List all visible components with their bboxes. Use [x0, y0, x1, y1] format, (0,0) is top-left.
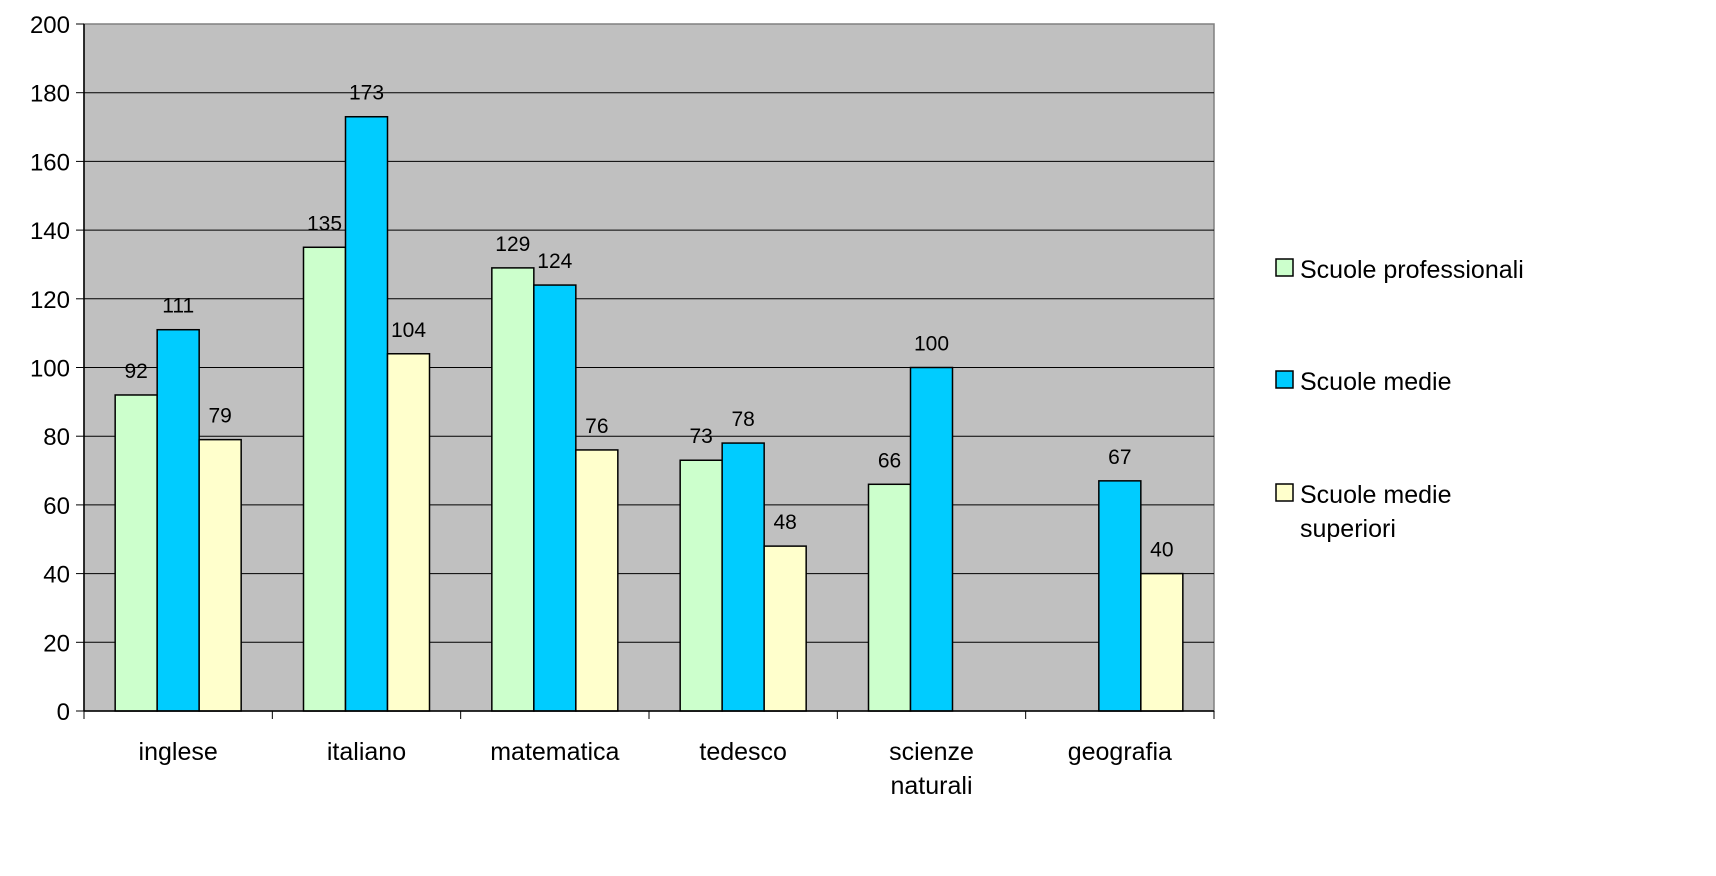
bar [1098, 480, 1142, 712]
data-label: 135 [307, 212, 342, 235]
data-label: 73 [689, 425, 712, 448]
y-tick-label: 160 [30, 149, 70, 176]
data-label: 92 [124, 360, 147, 383]
bar [198, 438, 242, 712]
legend-swatch [1275, 483, 1294, 502]
y-axis: 0 20 40 60 80 100 120 140 160 180 200 [30, 12, 85, 726]
bar [302, 246, 347, 712]
y-tick-label: 140 [30, 218, 70, 245]
bar [763, 545, 807, 712]
x-tick-label: geografia [1068, 738, 1172, 766]
bar [1140, 572, 1184, 712]
x-tick-label: scienze [889, 738, 974, 766]
bar [491, 267, 535, 712]
x-tick-label: matematica [490, 738, 619, 766]
y-tick-label: 180 [30, 81, 70, 108]
x-axis: inglese italiano matematica tedesco scienze n… [83, 710, 1215, 800]
bars [114, 115, 1184, 712]
y-tick-label: 120 [30, 287, 70, 314]
y-tick-label: 40 [43, 562, 70, 589]
data-label: 76 [585, 415, 608, 438]
legend-swatch [1275, 370, 1294, 389]
y-tick-label: 0 [57, 699, 70, 726]
legend-label: Scuole medie [1300, 481, 1451, 509]
data-label: 78 [731, 408, 754, 431]
data-label: 111 [162, 295, 194, 318]
data-label: 129 [495, 233, 530, 256]
bar [909, 366, 954, 712]
gridlines [84, 92, 1214, 643]
bar [156, 328, 200, 712]
y-tick-label: 100 [30, 356, 70, 383]
legend-label: superiori [1300, 515, 1396, 543]
legend-label: Scuole medie [1300, 368, 1451, 396]
y-tick-label: 200 [30, 12, 70, 39]
legend: Scuole professionali Scuole medie Scuole m… [1275, 256, 1524, 543]
data-label: 48 [773, 511, 796, 534]
data-label: 124 [537, 250, 572, 273]
bar [114, 394, 158, 712]
bar [575, 449, 619, 712]
data-label: 67 [1108, 446, 1131, 469]
legend-label: Scuole professionali [1300, 256, 1524, 284]
x-tick-label: tedesco [699, 738, 787, 766]
x-tick-label: naturali [891, 772, 973, 800]
bar [533, 284, 577, 712]
bar [721, 442, 765, 712]
bar [867, 483, 912, 712]
x-tick-label: inglese [139, 738, 218, 766]
data-labels: 92 111 79 135 173 104 129 124 76 73 78 48 66 100 67 40 [124, 82, 1173, 562]
legend-swatch [1275, 258, 1294, 277]
y-tick-label: 60 [43, 493, 70, 520]
y-tick-label: 20 [43, 630, 70, 657]
data-label: 79 [208, 405, 231, 428]
bar [679, 459, 723, 712]
data-label: 66 [878, 449, 901, 472]
x-tick-label: italiano [327, 738, 406, 766]
data-label: 40 [1150, 539, 1173, 562]
data-label: 173 [349, 82, 384, 105]
bar [344, 115, 389, 712]
data-label: 104 [391, 319, 426, 342]
y-tick-label: 80 [43, 424, 70, 451]
bar [386, 353, 431, 712]
data-label: 100 [914, 333, 949, 356]
